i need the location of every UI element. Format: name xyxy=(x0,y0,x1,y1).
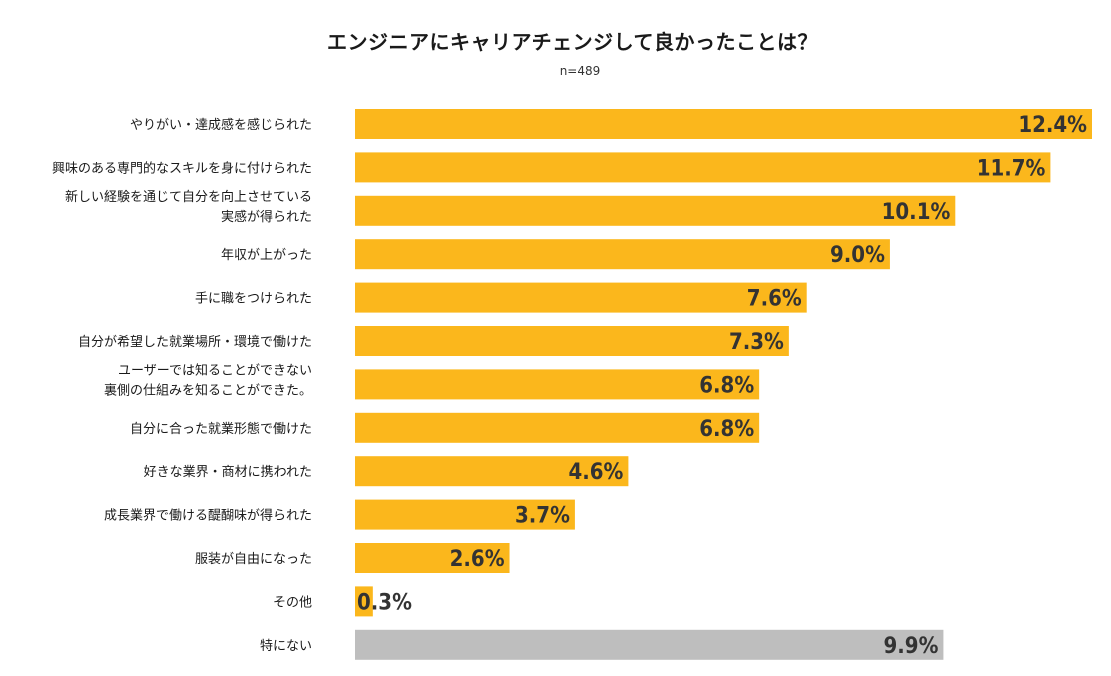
category-label-9: 好きな業界・商材に携われた xyxy=(144,464,312,480)
value-label-13: 9.9% xyxy=(884,634,939,659)
value-label-4: 9.0% xyxy=(830,243,885,268)
category-label-12: その他 xyxy=(273,595,312,610)
category-label-8: 自分に合った就業形態で働けた xyxy=(130,421,312,437)
value-label-6: 7.3% xyxy=(729,330,784,355)
value-label-12: 0.3% xyxy=(357,590,412,615)
category-label-13: 特にない xyxy=(260,639,312,654)
bar-13 xyxy=(355,629,944,660)
category-label-11: 服装が自由になった xyxy=(195,552,312,567)
value-label-10: 3.7% xyxy=(515,504,570,529)
bar-1 xyxy=(355,109,1092,139)
value-label-1: 12.4% xyxy=(1018,113,1087,138)
category-label-5: 手に職をつけられた xyxy=(195,292,312,307)
bar-3 xyxy=(355,195,956,226)
category-label-6: 自分が希望した就業場所・環境で働けた xyxy=(78,334,312,350)
bar-8 xyxy=(355,412,760,443)
bar-5 xyxy=(355,282,807,313)
bar-4 xyxy=(355,239,890,270)
bar-12 xyxy=(355,586,373,617)
chart-subtitle: n=489 xyxy=(559,64,601,78)
bar-9 xyxy=(355,456,629,487)
category-label-10: 成長業界で働ける醍醐味が得られた xyxy=(104,508,312,524)
bar-6 xyxy=(355,326,789,356)
chart-title: エンジニアにキャリアチェンジして良かったことは？ xyxy=(327,30,818,54)
value-label-5: 7.6% xyxy=(747,287,802,312)
category-label-2: 興味のある専門的なスキルを身に付けられた xyxy=(52,160,312,176)
bar-11 xyxy=(355,543,510,573)
category-label-1: やりがい・達成感を感じられた xyxy=(130,117,312,133)
value-label-11: 2.6% xyxy=(450,547,505,572)
bar-2 xyxy=(355,152,1051,183)
value-label-8: 6.8% xyxy=(699,417,754,442)
value-label-2: 11.7% xyxy=(977,156,1046,181)
bar-10 xyxy=(355,499,575,530)
bar-7 xyxy=(355,369,760,400)
category-label-3: 新しい経験を通じて自分を向上させている実感が得られた xyxy=(65,189,312,225)
value-label-3: 10.1% xyxy=(882,200,951,225)
category-label-4: 年収が上がった xyxy=(221,248,312,263)
value-label-9: 4.6% xyxy=(568,460,623,485)
value-label-7: 6.8% xyxy=(699,373,754,398)
category-label-7: ユーザーでは知ることができない裏側の仕組みを知ることができた。 xyxy=(104,362,312,398)
